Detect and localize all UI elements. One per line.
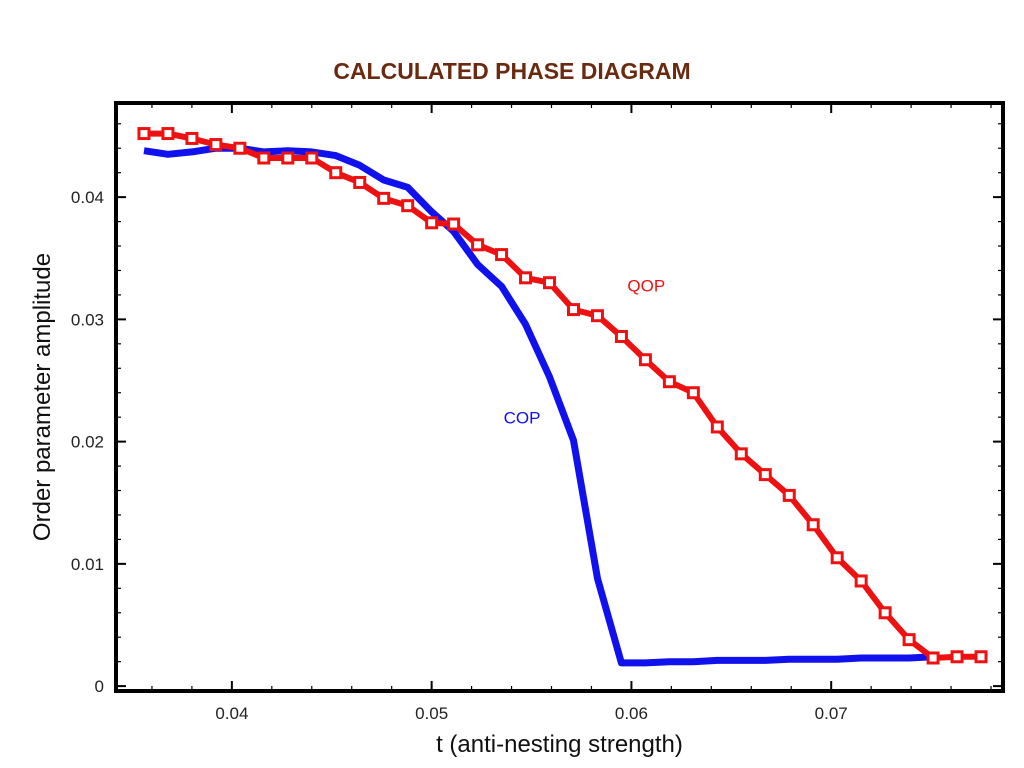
data-point-qop	[425, 216, 439, 230]
data-point-qop	[614, 329, 628, 343]
x-tick-label: 0.05	[415, 704, 448, 723]
data-point-qop	[233, 141, 247, 155]
data-point-qop	[257, 151, 271, 165]
plot-frame	[114, 101, 1005, 693]
data-point-qop	[902, 633, 916, 647]
data-point-qop	[185, 131, 199, 145]
chart-title: CALCULATED PHASE DIAGRAM	[333, 58, 691, 84]
data-point-qop	[950, 650, 964, 664]
data-point-qop	[710, 420, 724, 434]
data-point-qop	[806, 518, 820, 532]
data-point-qop	[734, 447, 748, 461]
axis-tick-labels: 0.04 0.05 0.06 0.07 0 0.01 0.02 0.03 0.04	[71, 188, 848, 723]
y-tick-label: 0	[95, 677, 104, 696]
y-tick-label: 0.01	[71, 555, 104, 574]
data-point-qop	[447, 217, 461, 231]
data-point-qop	[782, 488, 796, 502]
x-tick-label: 0.04	[215, 704, 248, 723]
data-point-qop	[401, 199, 415, 213]
data-point-qop	[878, 606, 892, 620]
series-label-cop: COP	[504, 408, 541, 427]
x-tick-label: 0.07	[815, 704, 848, 723]
y-tick-label: 0.02	[71, 433, 104, 452]
series-cop	[143, 144, 934, 667]
data-point-qop	[830, 551, 844, 565]
series-layer	[137, 127, 988, 667]
data-point-qop	[926, 651, 940, 665]
annotation-layer: QOP COP	[504, 276, 666, 427]
data-point-qop	[543, 276, 557, 290]
data-point-qop	[974, 650, 988, 664]
data-point-qop	[353, 175, 367, 189]
series-label-qop: QOP	[627, 276, 665, 295]
data-point-qop	[590, 309, 604, 323]
data-point-qop	[305, 151, 319, 165]
data-point-qop	[377, 191, 391, 205]
data-point-qop	[161, 127, 175, 141]
data-point-qop	[758, 468, 772, 482]
data-point-qop	[495, 248, 509, 262]
data-point-qop	[519, 271, 533, 285]
axis-ticks	[116, 103, 1003, 691]
data-point-qop	[471, 238, 485, 252]
y-tick-label: 0.03	[71, 310, 104, 329]
data-point-qop	[209, 138, 223, 152]
data-point-qop	[686, 386, 700, 400]
y-axis-label: Order parameter amplitude	[29, 253, 56, 541]
data-point-qop	[329, 166, 343, 180]
series-qop	[137, 127, 988, 665]
data-point-qop	[662, 375, 676, 389]
data-point-qop	[137, 127, 151, 141]
y-tick-label: 0.04	[71, 188, 104, 207]
x-axis-label: t (anti-nesting strength)	[436, 731, 683, 758]
series-line-cop	[143, 144, 934, 667]
data-point-qop	[854, 574, 868, 588]
x-tick-label: 0.06	[615, 704, 648, 723]
data-point-qop	[566, 303, 580, 317]
data-point-qop	[638, 353, 652, 367]
data-point-qop	[281, 151, 295, 165]
